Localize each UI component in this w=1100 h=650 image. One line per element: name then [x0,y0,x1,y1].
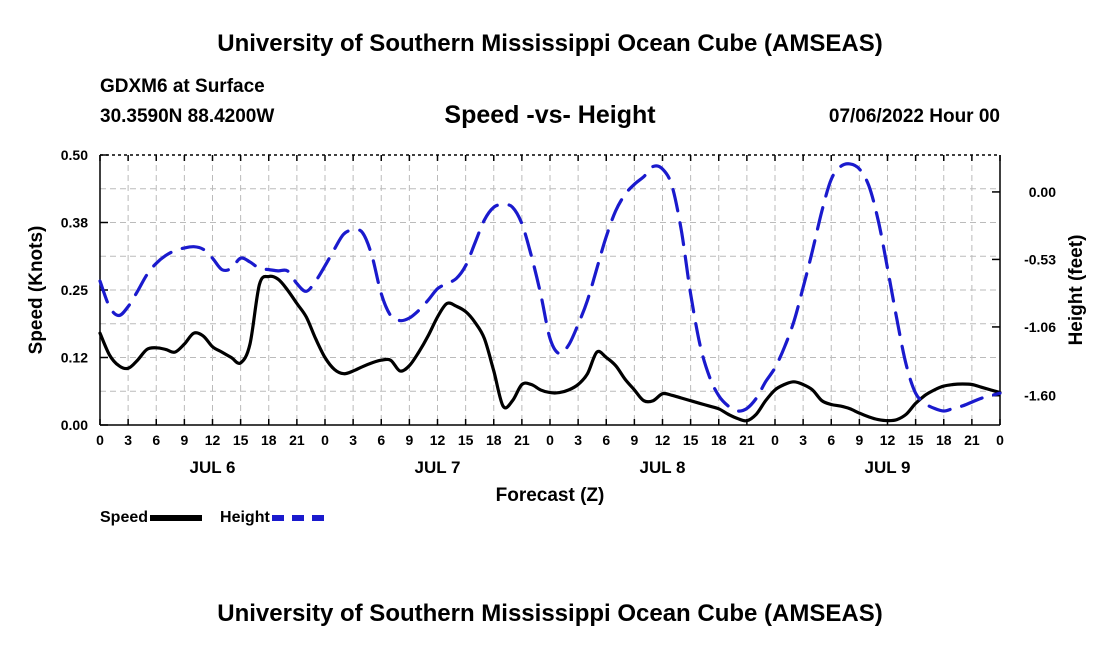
x-tick-label: 12 [880,432,896,448]
right-axis-title: Height (feet) [1066,235,1087,346]
x-tick-label: 0 [771,432,779,448]
main-title: University of Southern Mississippi Ocean… [217,30,883,57]
right-tick-label: -0.53 [1024,251,1056,267]
grid [100,155,1000,425]
x-tick-label: 6 [377,432,385,448]
axis-labels: 0 3 6 9 12 15 18 21 0 3 6 9 12 15 18 21 0 3 6 9 12 15 18 21 0 3 6 9… [26,147,1087,506]
x-tick-label: 3 [124,432,132,448]
x-tick-label: 15 [908,432,924,448]
x-tick-label: 0 [996,432,1004,448]
left-tick-label: 0.25 [61,282,88,298]
day-label: JUL 6 [190,458,236,477]
x-tick-label: 0 [96,432,104,448]
legend: Speed Height [100,509,342,527]
series [98,162,1002,423]
x-tick-label: 21 [289,432,305,448]
x-tick-label: 18 [936,432,952,448]
x-axis-title: Forecast (Z) [496,485,605,506]
x-tick-label: 21 [739,432,755,448]
x-tick-label: 15 [683,432,699,448]
x-tick-label: 6 [602,432,610,448]
x-tick-label: 18 [711,432,727,448]
x-tick-label: 3 [349,432,357,448]
station-label: GDXM6 at Surface [100,76,265,97]
x-tick-label: 15 [233,432,249,448]
footer-title: University of Southern Mississippi Ocean… [217,600,883,627]
legend-speed-swatch [150,515,203,521]
x-tick-label: 18 [261,432,277,448]
left-axis-title: Speed (Knots) [26,226,47,355]
day-label: JUL 9 [865,458,911,477]
x-tick-label: 21 [964,432,980,448]
x-tick-label: 9 [855,432,863,448]
x-tick-label: 6 [827,432,835,448]
legend-height-label: Height [220,509,270,526]
axes [99,154,1001,426]
x-tick-label: 18 [486,432,502,448]
x-tick-label: 15 [458,432,474,448]
legend-height-swatch [271,515,324,521]
legend-speed-label: Speed [100,509,149,526]
coordinates-label: 30.3590N 88.4200W [100,106,275,127]
right-tick-label: 0.00 [1029,184,1056,200]
left-tick-label: 0.00 [61,417,88,433]
right-tick-label: -1.06 [1024,319,1056,335]
x-tick-label: 9 [180,432,188,448]
height-series-line [98,162,1002,413]
forecast-datetime: 07/06/2022 Hour 00 [828,106,1000,127]
right-tick-label: -1.60 [1024,388,1056,404]
x-tick-label: 0 [546,432,554,448]
x-tick-label: 12 [430,432,446,448]
day-label: JUL 7 [415,458,461,477]
x-tick-label: 9 [405,432,413,448]
left-tick-label: 0.38 [61,215,88,231]
x-tick-label: 3 [574,432,582,448]
x-tick-label: 12 [655,432,671,448]
chart-title: Speed -vs- Height [444,101,656,129]
left-tick-label: 0.50 [61,147,88,163]
day-label: JUL 8 [640,458,686,477]
x-tick-label: 21 [514,432,530,448]
x-tick-label: 0 [321,432,329,448]
x-tick-label: 12 [205,432,221,448]
x-tick-label: 9 [630,432,638,448]
left-tick-label: 0.12 [61,350,88,366]
speed-height-chart: 0 3 6 9 12 15 18 21 0 3 6 9 12 15 18 21 0 3 6 9 12 15 18 21 0 3 6 9… [26,147,1087,506]
x-tick-label: 6 [152,432,160,448]
speed-series-line [98,274,1002,423]
x-tick-label: 3 [799,432,807,448]
